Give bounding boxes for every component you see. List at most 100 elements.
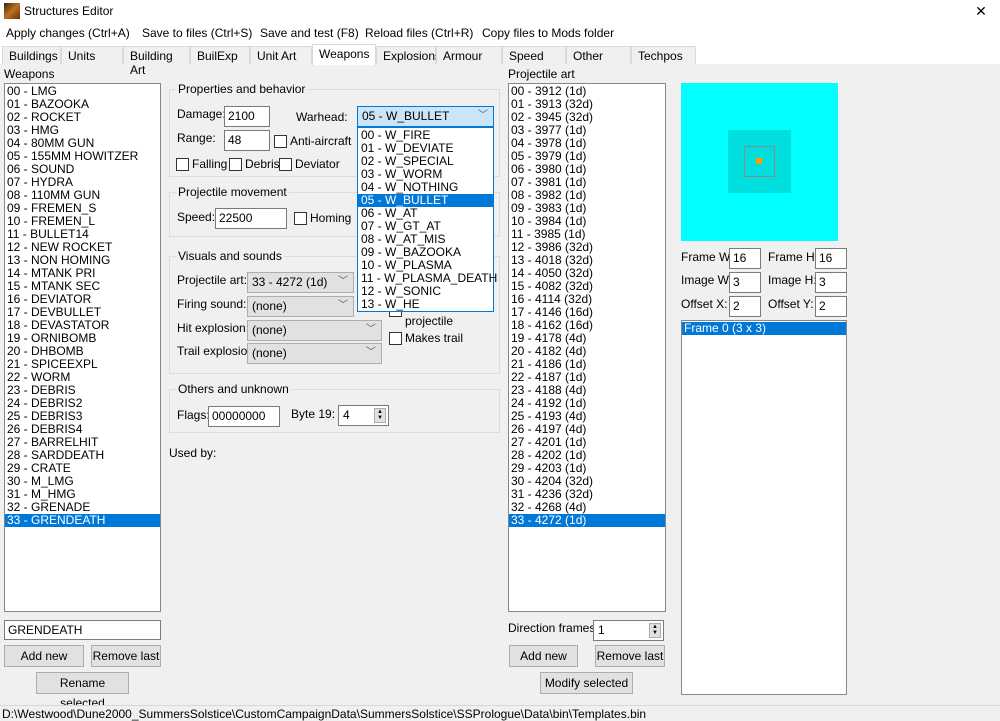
- tab-techpos[interactable]: Techpos: [631, 46, 696, 64]
- weapon-list-item[interactable]: 13 - NON HOMING: [7, 253, 111, 267]
- projectile-art-list-item[interactable]: 20 - 4182 (4d): [511, 344, 587, 358]
- weapon-list-item[interactable]: 19 - ORNIBOMB: [7, 331, 97, 345]
- spin-arrows-icon[interactable]: ▲ ▼: [374, 408, 386, 423]
- tab-buildings[interactable]: Buildings: [2, 46, 61, 64]
- projectile-art-list-item[interactable]: 11 - 3985 (1d): [511, 227, 586, 241]
- warhead-option[interactable]: 10 - W_PLASMA: [361, 258, 452, 272]
- warhead-option[interactable]: 00 - W_FIRE: [361, 128, 431, 142]
- projectile-art-list-item[interactable]: 17 - 4146 (16d): [511, 305, 594, 319]
- projectile-art-list-item[interactable]: 23 - 4188 (4d): [511, 383, 587, 397]
- speed-input[interactable]: 22500: [215, 208, 287, 229]
- weapon-list-item[interactable]: 30 - M_LMG: [7, 474, 74, 488]
- weapon-list-item[interactable]: 15 - MTANK SEC: [7, 279, 101, 293]
- tab-units[interactable]: Units: [61, 46, 123, 64]
- weapon-list-item[interactable]: 26 - DEBRIS4: [7, 422, 83, 436]
- warhead-dropdown-list[interactable]: 00 - W_FIRE 01 - W_DEVIATE 02 - W_SPECIAL 0…: [357, 127, 497, 312]
- weapon-list-item[interactable]: 14 - MTANK PRI: [7, 266, 96, 280]
- weapon-list-item[interactable]: 25 - DEBRIS3: [7, 409, 83, 423]
- makes-trail-checkbox[interactable]: Makes trail: [389, 331, 463, 345]
- add-art-button[interactable]: Add new: [509, 645, 578, 667]
- projectile-art-list-item[interactable]: 10 - 3984 (1d): [511, 214, 587, 228]
- weapon-list-item[interactable]: 33 - GRENDEATH: [5, 514, 160, 527]
- tab-other[interactable]: Other: [566, 46, 631, 64]
- weapon-list-item[interactable]: 17 - DEVBULLET: [7, 305, 102, 319]
- projectile-art-list-item[interactable]: 05 - 3979 (1d): [511, 149, 587, 163]
- projectile-art-list-item[interactable]: 16 - 4114 (32d): [511, 292, 593, 306]
- projectile-art-list-item[interactable]: 32 - 4268 (4d): [511, 500, 587, 514]
- tab-armour[interactable]: Armour: [436, 46, 502, 64]
- warhead-option[interactable]: 09 - W_BAZOOKA: [361, 245, 462, 259]
- projectile-art-list-item[interactable]: 27 - 4201 (1d): [511, 435, 587, 449]
- weapon-list-item[interactable]: 32 - GRENADE: [7, 500, 91, 514]
- weapon-list-item[interactable]: 09 - FREMEN_S: [7, 201, 97, 215]
- hit-explosion-select[interactable]: (none) ﹀: [247, 320, 382, 341]
- weapon-list-item[interactable]: 11 - BULLET14: [7, 227, 89, 241]
- weapon-list-item[interactable]: 10 - FREMEN_L: [7, 214, 96, 228]
- weapon-list-item[interactable]: 27 - BARRELHIT: [7, 435, 99, 449]
- frame-list-item[interactable]: Frame 0 (3 x 3): [682, 322, 846, 335]
- homing-checkbox[interactable]: Homing: [294, 211, 351, 225]
- weapon-list-item[interactable]: 20 - DHBOMB: [7, 344, 84, 358]
- warhead-select[interactable]: 05 - W_BULLET ﹀: [357, 106, 494, 127]
- tab-building-art[interactable]: Building Art: [123, 46, 190, 77]
- projectile-art-list-item[interactable]: 30 - 4204 (32d): [511, 474, 594, 488]
- projectile-art-list-item[interactable]: 29 - 4203 (1d): [511, 461, 587, 475]
- projectile-art-list-item[interactable]: 22 - 4187 (1d): [511, 370, 587, 384]
- projectile-art-list-item[interactable]: 18 - 4162 (16d): [511, 318, 594, 332]
- frames-list[interactable]: Frame 0 (3 x 3): [681, 320, 847, 695]
- damage-input[interactable]: 2100: [224, 106, 270, 127]
- projectile-art-list-item[interactable]: 03 - 3977 (1d): [511, 123, 587, 137]
- add-weapon-button[interactable]: Add new: [4, 645, 84, 667]
- weapon-list-item[interactable]: 01 - BAZOOKA: [7, 97, 90, 111]
- debris-checkbox[interactable]: Debris: [229, 157, 280, 171]
- menu-copy-to-mods[interactable]: Copy files to Mods folder: [482, 26, 615, 40]
- projectile-art-list-item[interactable]: 06 - 3980 (1d): [511, 162, 587, 176]
- warhead-option[interactable]: 02 - W_SPECIAL: [361, 154, 454, 168]
- weapons-list[interactable]: 00 - LMG 01 - BAZOOKA 02 - ROCKET 03 - HMG 0…: [4, 83, 161, 612]
- projectile-art-list-item[interactable]: 24 - 4192 (1d): [511, 396, 587, 410]
- frame-w-input[interactable]: 16: [729, 248, 761, 269]
- weapon-list-item[interactable]: 24 - DEBRIS2: [7, 396, 83, 410]
- menu-save-and-test[interactable]: Save and test (F8): [260, 26, 359, 40]
- weapon-list-item[interactable]: 23 - DEBRIS: [7, 383, 76, 397]
- weapon-list-item[interactable]: 12 - NEW ROCKET: [7, 240, 113, 254]
- direction-frames-spinner[interactable]: 1 ▲ ▼: [593, 620, 664, 641]
- warhead-option[interactable]: 06 - W_AT: [361, 206, 418, 220]
- image-w-input[interactable]: 3: [729, 272, 761, 293]
- remove-last-weapon-button[interactable]: Remove last: [91, 645, 161, 667]
- projectile-art-list-item[interactable]: 08 - 3982 (1d): [511, 188, 587, 202]
- image-h-input[interactable]: 3: [815, 272, 847, 293]
- tab-builexp[interactable]: BuilExp: [190, 46, 250, 64]
- projectile-art-list-item[interactable]: 12 - 3986 (32d): [511, 240, 594, 254]
- menu-save-to-files[interactable]: Save to files (Ctrl+S): [142, 26, 253, 40]
- warhead-option[interactable]: 03 - W_WORM: [361, 167, 443, 181]
- projectile-art-list-item[interactable]: 31 - 4236 (32d): [511, 487, 594, 501]
- weapon-list-item[interactable]: 08 - 110MM GUN: [7, 188, 101, 202]
- projectile-art-list-item[interactable]: 01 - 3913 (32d): [511, 97, 594, 111]
- warhead-option[interactable]: 01 - W_DEVIATE: [361, 141, 454, 155]
- tab-unit-art[interactable]: Unit Art: [250, 46, 312, 64]
- close-button[interactable]: ✕: [975, 3, 987, 19]
- warhead-option[interactable]: 05 - W_BULLET: [358, 194, 493, 207]
- weapon-list-item[interactable]: 16 - DEVIATOR: [7, 292, 92, 306]
- weapon-list-item[interactable]: 31 - M_HMG: [7, 487, 76, 501]
- weapon-list-item[interactable]: 29 - CRATE: [7, 461, 71, 475]
- weapon-list-item[interactable]: 04 - 80MM GUN: [7, 136, 95, 150]
- tab-weapons[interactable]: Weapons: [312, 44, 376, 65]
- projectile-art-list-item[interactable]: 28 - 4202 (1d): [511, 448, 587, 462]
- offset-y-input[interactable]: 2: [815, 296, 847, 317]
- weapon-list-item[interactable]: 18 - DEVASTATOR: [7, 318, 110, 332]
- weapon-list-item[interactable]: 00 - LMG: [7, 84, 58, 98]
- tab-speed[interactable]: Speed: [502, 46, 566, 64]
- warhead-option[interactable]: 08 - W_AT_MIS: [361, 232, 446, 246]
- anti-aircraft-checkbox[interactable]: Anti-aircraft: [274, 134, 351, 148]
- projectile-art-list-item[interactable]: 13 - 4018 (32d): [511, 253, 594, 267]
- weapon-list-item[interactable]: 02 - ROCKET: [7, 110, 82, 124]
- projectile-art-list-item[interactable]: 04 - 3978 (1d): [511, 136, 587, 150]
- weapon-list-item[interactable]: 07 - HYDRA: [7, 175, 74, 189]
- projectile-art-list-item[interactable]: 15 - 4082 (32d): [511, 279, 594, 293]
- projectile-art-list[interactable]: 00 - 3912 (1d) 01 - 3913 (32d) 02 - 3945 (…: [508, 83, 666, 612]
- projectile-art-list-item[interactable]: 33 - 4272 (1d): [509, 514, 665, 527]
- range-input[interactable]: 48: [224, 130, 270, 151]
- projectile-art-list-item[interactable]: 00 - 3912 (1d): [511, 84, 587, 98]
